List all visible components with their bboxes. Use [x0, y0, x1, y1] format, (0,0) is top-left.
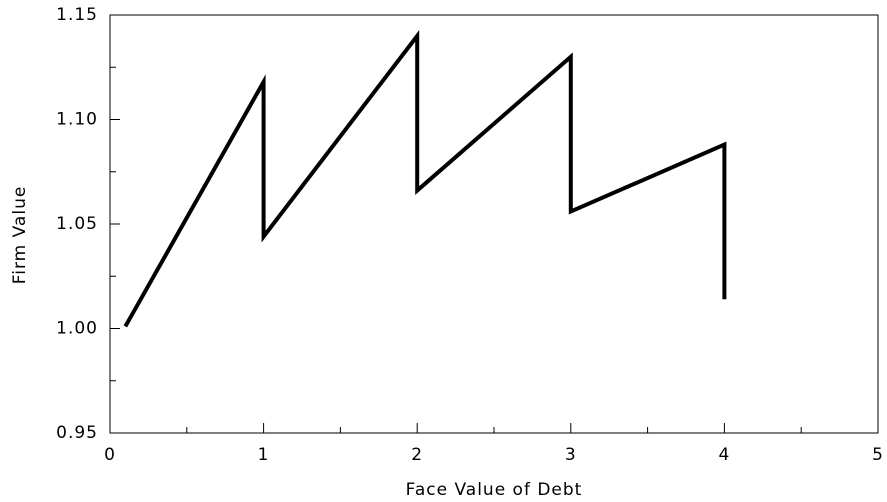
x-tick-label: 4	[718, 445, 730, 465]
y-tick-label: 1.15	[56, 5, 98, 25]
y-tick-label: 1.05	[56, 214, 98, 234]
y-tick-label: 0.95	[56, 423, 98, 443]
x-tick-label: 5	[872, 445, 884, 465]
x-tick-label: 0	[104, 445, 116, 465]
y-tick-label: 1.00	[56, 319, 98, 339]
x-axis-label: Face Value of Debt	[406, 480, 583, 500]
plot-frame	[109, 14, 879, 434]
line-series	[123, 29, 727, 328]
y-axis-label: Firm Value	[10, 186, 30, 285]
y-tick-label: 1.10	[56, 110, 98, 130]
x-tick-label: 2	[411, 445, 423, 465]
x-tick-label: 3	[565, 445, 577, 465]
x-tick-label: 1	[258, 445, 270, 465]
